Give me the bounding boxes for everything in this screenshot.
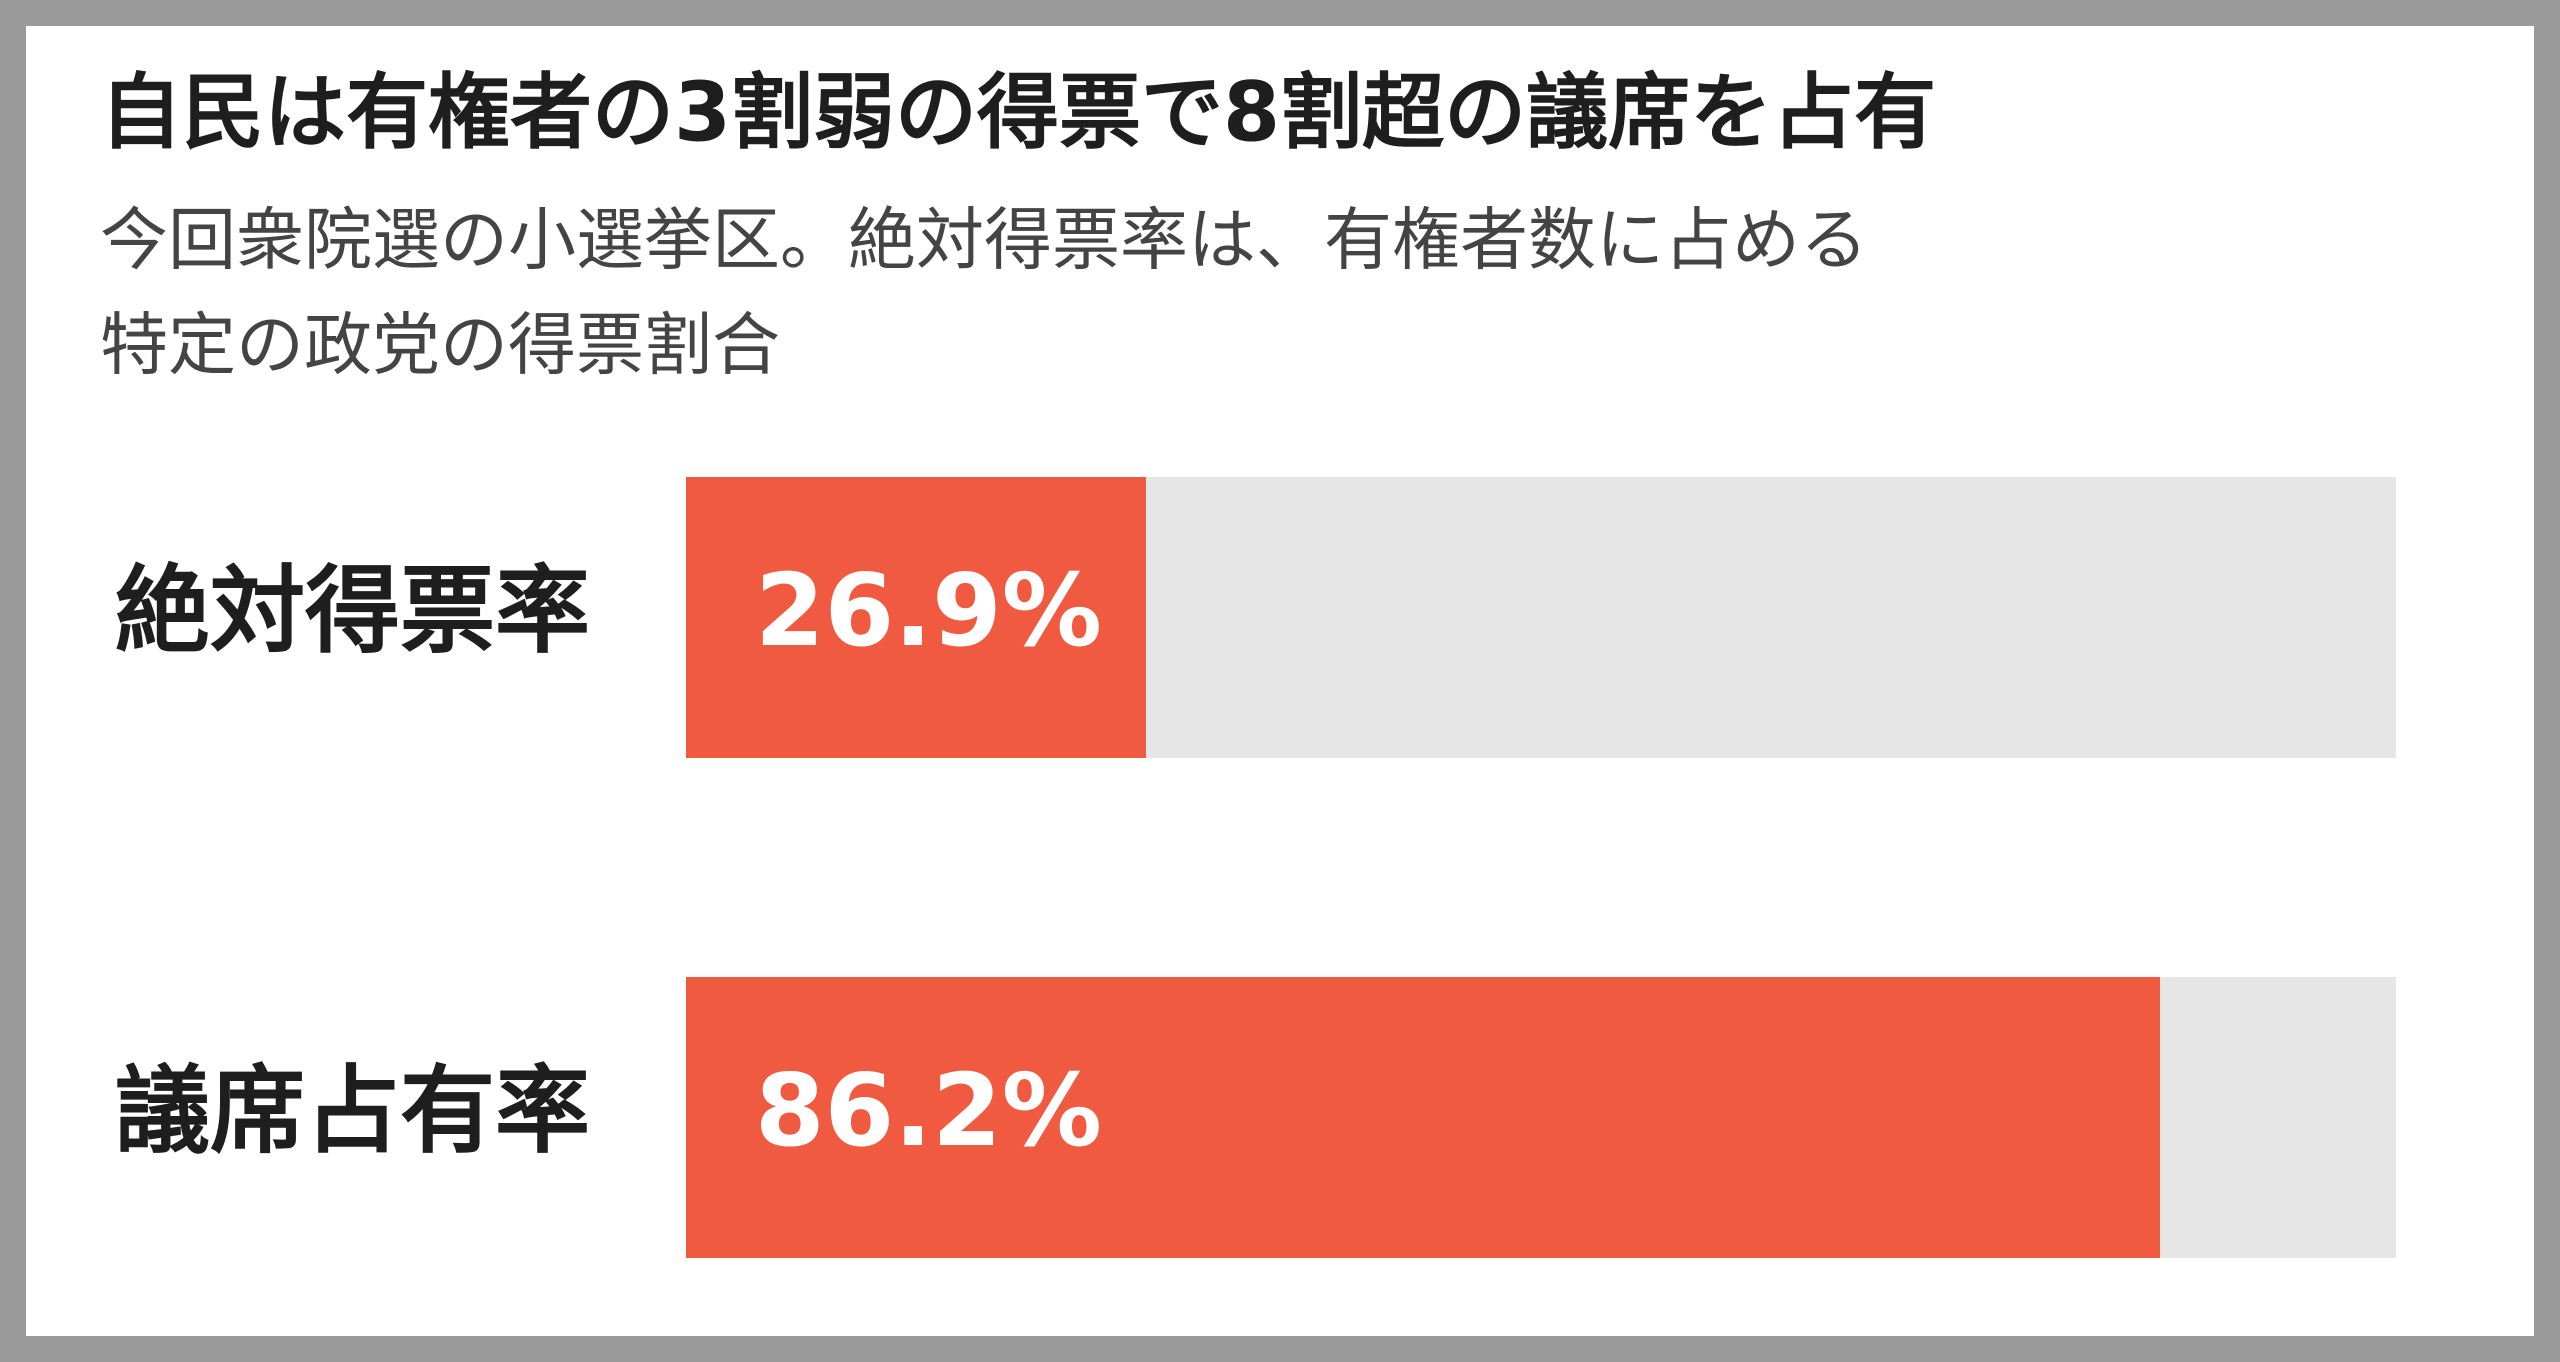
value-label: 26.9% [755,552,1102,669]
value-label: 86.2% [755,1052,1102,1169]
chart-subtitle: 今回衆院選の小選挙区。絶対得票率は、有権者数に占める [100,202,1868,281]
chart-title: 自民は有権者の3割弱の得票で8割超の議席を占有 [100,65,1936,160]
chart-subtitle: 特定の政党の得票割合 [100,307,780,386]
bar [686,477,1146,758]
category-label: 議席占有率 [115,1056,590,1166]
bar [686,977,2161,1258]
category-label: 絶対得票率 [115,556,590,666]
